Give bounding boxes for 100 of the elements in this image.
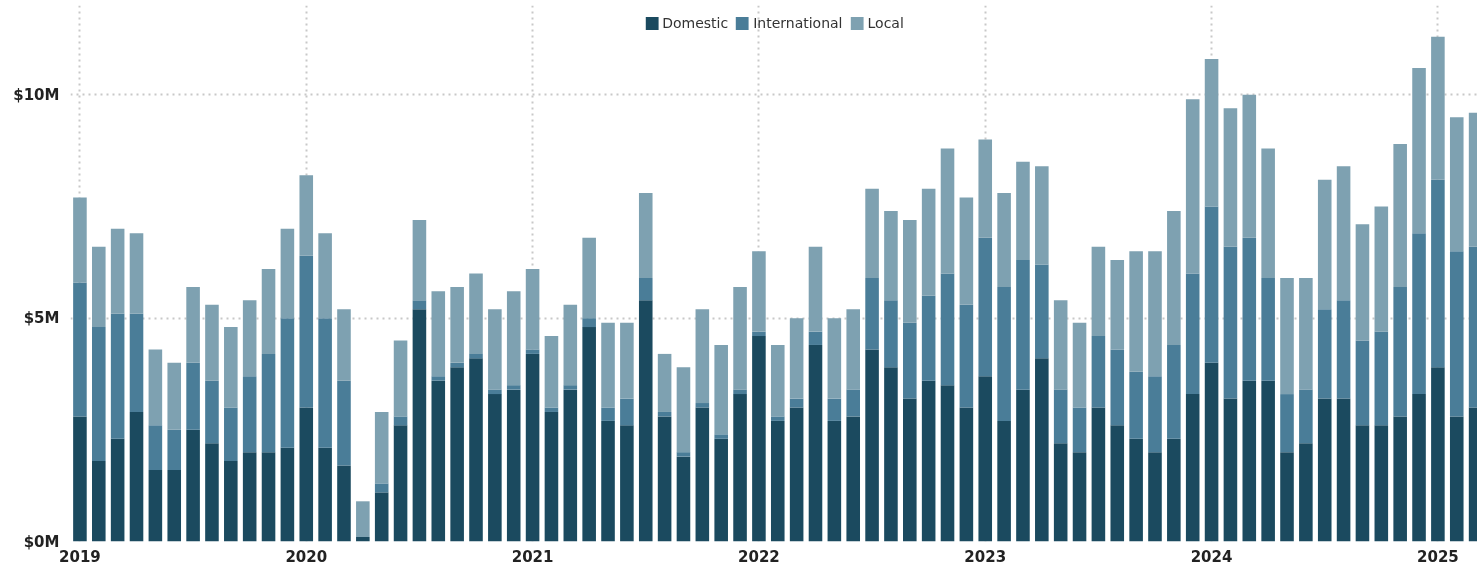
bar: [1110, 260, 1125, 350]
legend-label: International: [753, 15, 843, 31]
bar: [1148, 251, 1162, 377]
bar: [1280, 277, 1294, 395]
bar: [1299, 443, 1313, 542]
bar: [733, 286, 747, 390]
bar: [1431, 36, 1445, 180]
x-tick-label: 2023: [964, 547, 1007, 566]
bar: [657, 416, 672, 542]
bar: [1016, 161, 1030, 261]
bar: [242, 300, 257, 377]
bar: [148, 349, 163, 426]
bar: [676, 456, 691, 542]
bar: [1053, 443, 1068, 542]
bar: [733, 394, 747, 542]
bar: [1072, 407, 1087, 453]
bar: [280, 318, 295, 448]
bar: [978, 237, 993, 377]
bar: [356, 501, 370, 538]
bar: [92, 246, 106, 328]
bar: [450, 367, 464, 542]
bar: [1280, 394, 1294, 453]
bar: [865, 277, 879, 350]
bar: [1355, 340, 1370, 426]
bar: [1393, 143, 1407, 287]
bar: [638, 300, 653, 542]
bar: [1393, 286, 1407, 417]
x-tick-label: 2021: [511, 547, 554, 566]
bar: [242, 452, 257, 542]
bar: [770, 420, 785, 542]
x-tick-label: 2020: [285, 547, 328, 566]
bar: [1261, 277, 1275, 381]
bar: [563, 385, 578, 390]
bar: [92, 461, 106, 542]
bar: [1129, 251, 1143, 372]
bar: [601, 407, 615, 421]
bar: [695, 309, 710, 404]
bar: [1091, 407, 1106, 542]
bar: [676, 452, 691, 457]
bar: [1223, 108, 1238, 247]
bar: [450, 362, 464, 368]
bar: [186, 286, 200, 363]
bar: [1317, 398, 1332, 542]
bar: [469, 273, 483, 354]
bar: [186, 362, 200, 430]
bar: [337, 309, 351, 381]
bar: [789, 407, 804, 542]
bar: [1280, 452, 1294, 542]
bar: [714, 438, 728, 542]
bar: [1393, 416, 1407, 542]
bar: [940, 273, 955, 386]
bar: [129, 313, 144, 412]
bar: [261, 269, 276, 354]
x-tick-label: 2024: [1190, 547, 1233, 566]
bar: [148, 425, 163, 471]
bar: [733, 389, 747, 395]
bar: [1035, 264, 1049, 359]
x-tick-label: 2019: [59, 547, 101, 566]
bar: [129, 233, 144, 314]
bar: [1110, 425, 1125, 542]
bar: [997, 286, 1011, 421]
bar: [1355, 425, 1370, 542]
bar: [337, 465, 351, 542]
bar: [1242, 237, 1257, 381]
bar: [1204, 206, 1219, 363]
bar: [846, 309, 860, 390]
bar: [525, 349, 540, 354]
bar: [318, 233, 332, 319]
bar: [525, 269, 540, 350]
bar: [714, 434, 728, 439]
bar: [1148, 376, 1162, 453]
bar: [770, 344, 785, 417]
bar: [1261, 380, 1275, 542]
bar: [488, 394, 502, 542]
bar: [903, 398, 917, 542]
bar: [638, 277, 653, 301]
bar: [657, 353, 672, 412]
bar: [167, 362, 182, 430]
bar: [865, 188, 879, 278]
bar: [695, 403, 710, 408]
bar: [488, 389, 502, 395]
bar: [412, 309, 427, 542]
bar: [620, 322, 634, 399]
bar: [73, 282, 87, 417]
bar: [525, 353, 540, 542]
bar: [638, 193, 653, 278]
bar: [676, 367, 691, 453]
bar: [1336, 166, 1351, 301]
bar: [1431, 179, 1445, 368]
bar: [827, 398, 842, 421]
bar: [1129, 371, 1143, 439]
bar: [789, 318, 804, 399]
bar: [620, 398, 634, 426]
bar: [1374, 206, 1389, 332]
bar: [1223, 398, 1238, 542]
bar: [827, 420, 842, 542]
bar: [242, 376, 257, 453]
bar: [148, 470, 163, 542]
bar: [1449, 251, 1464, 417]
bar: [903, 219, 917, 323]
